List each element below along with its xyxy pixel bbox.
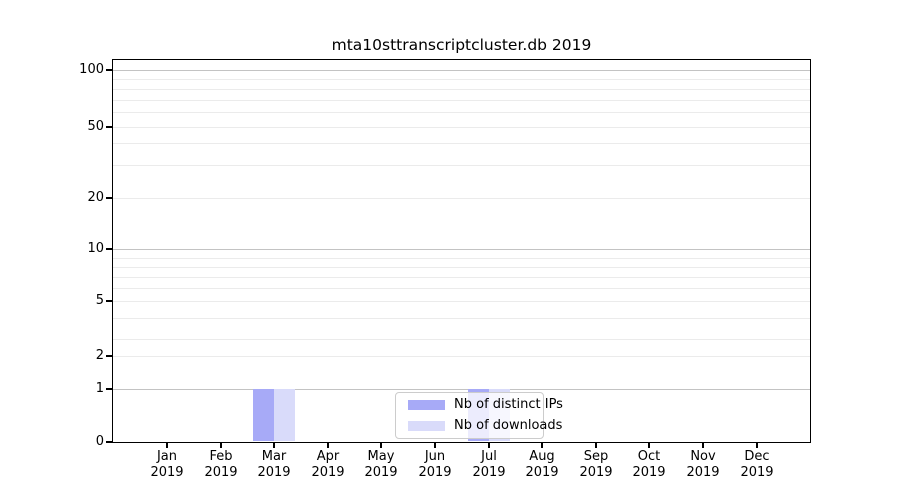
month-name: Apr: [316, 449, 340, 464]
y-axis-tick-label: 50: [87, 119, 104, 134]
y-gridline-major: [113, 389, 810, 390]
x-tick-mark: [541, 442, 543, 448]
month-year: 2019: [579, 465, 613, 480]
y-gridline-minor: [113, 89, 810, 90]
month-name: Aug: [529, 449, 555, 464]
chart-title: mta10sttranscriptcluster.db 2019: [331, 36, 592, 54]
y-axis-tick-label: 20: [87, 190, 104, 205]
x-tick-mark: [434, 442, 436, 448]
y-gridline-minor: [113, 301, 810, 302]
month-name: Nov: [690, 449, 716, 464]
month-name: Jul: [481, 449, 497, 464]
x-tick-mark: [595, 442, 597, 448]
y-gridline-minor: [113, 258, 810, 259]
x-tick-mark: [702, 442, 704, 448]
y-gridline-major: [113, 249, 810, 250]
month-year: 2019: [472, 465, 506, 480]
month-year: 2019: [364, 465, 398, 480]
x-axis-month-label: Mar 2019: [242, 449, 306, 481]
x-tick-mark: [327, 442, 329, 448]
x-tick-mark: [648, 442, 650, 448]
x-axis-month-label: Apr 2019: [296, 449, 360, 481]
y-gridline-minor: [113, 288, 810, 289]
y-gridline-minor: [113, 198, 810, 199]
x-tick-mark: [220, 442, 222, 448]
y-gridline-minor: [113, 277, 810, 278]
legend: Nb of distinct IPs Nb of downloads: [395, 392, 563, 439]
x-axis-month-label: Nov 2019: [671, 449, 735, 481]
y-gridline-minor: [113, 79, 810, 80]
month-year: 2019: [632, 465, 666, 480]
y-gridline-minor: [113, 112, 810, 113]
y-tick-mark: [106, 355, 112, 357]
month-year: 2019: [740, 465, 774, 480]
month-name: Mar: [261, 449, 287, 464]
y-axis-tick-label: 5: [95, 293, 104, 308]
month-name: Jun: [424, 449, 446, 464]
y-tick-mark: [106, 300, 112, 302]
month-name: Sep: [583, 449, 609, 464]
y-gridline-major: [113, 70, 810, 71]
x-axis-month-label: Oct 2019: [617, 449, 681, 481]
y-tick-mark: [106, 441, 112, 443]
x-axis-month-label: Jul 2019: [457, 449, 521, 481]
month-year: 2019: [686, 465, 720, 480]
x-axis-month-label: Feb 2019: [189, 449, 253, 481]
y-gridline-minor: [113, 100, 810, 101]
y-gridline-minor: [113, 356, 810, 357]
bar-distinct-ips: [253, 389, 275, 441]
legend-label: Nb of distinct IPs: [454, 397, 563, 412]
month-name: Oct: [637, 449, 661, 464]
x-axis-month-label: May 2019: [349, 449, 413, 481]
x-tick-mark: [380, 442, 382, 448]
y-gridline-minor: [113, 143, 810, 144]
month-year: 2019: [150, 465, 184, 480]
month-name: Dec: [744, 449, 770, 464]
y-tick-mark: [106, 197, 112, 199]
month-name: Jan: [156, 449, 178, 464]
month-year: 2019: [204, 465, 238, 480]
y-gridline-minor: [113, 318, 810, 319]
x-tick-mark: [273, 442, 275, 448]
plot-area: [112, 59, 811, 443]
legend-swatch-distinct-ips: [408, 400, 445, 410]
y-axis-tick-label: 10: [87, 241, 104, 256]
y-gridline-minor: [113, 165, 810, 166]
y-gridline-minor: [113, 267, 810, 268]
y-gridline-minor: [113, 339, 810, 340]
x-axis-month-label: Jan 2019: [135, 449, 199, 481]
month-year: 2019: [257, 465, 291, 480]
bar-downloads: [274, 389, 296, 441]
y-axis-tick-label: 1: [95, 381, 104, 396]
month-name: May: [367, 449, 395, 464]
y-axis-tick-label: 0: [95, 434, 104, 449]
x-axis-month-label: Dec 2019: [725, 449, 789, 481]
month-year: 2019: [311, 465, 345, 480]
legend-label: Nb of downloads: [454, 418, 563, 433]
x-axis-month-label: Sep 2019: [564, 449, 628, 481]
x-tick-mark: [756, 442, 758, 448]
x-axis-month-label: Aug 2019: [510, 449, 574, 481]
legend-item: Nb of distinct IPs: [408, 398, 563, 412]
legend-swatch-downloads: [408, 421, 445, 431]
y-axis-tick-label: 2: [95, 348, 104, 363]
y-tick-mark: [106, 388, 112, 390]
month-name: Feb: [209, 449, 233, 464]
y-tick-mark: [106, 248, 112, 250]
month-year: 2019: [418, 465, 452, 480]
y-gridline-minor: [113, 127, 810, 128]
y-tick-mark: [106, 69, 112, 71]
legend-item: Nb of downloads: [408, 419, 562, 433]
month-year: 2019: [525, 465, 559, 480]
x-tick-mark: [166, 442, 168, 448]
x-axis-month-label: Jun 2019: [403, 449, 467, 481]
y-axis-tick-label: 100: [79, 62, 104, 77]
y-tick-mark: [106, 126, 112, 128]
x-tick-mark: [488, 442, 490, 448]
